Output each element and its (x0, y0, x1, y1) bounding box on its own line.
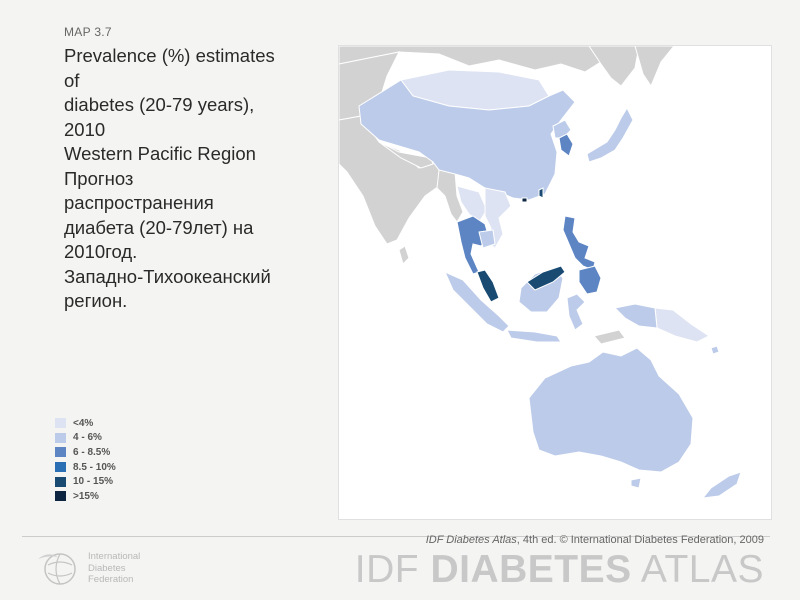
legend-item: 8.5 - 10% (55, 460, 116, 475)
south-asia-land (339, 115, 446, 245)
kamchatka-land (634, 46, 675, 88)
title-line: 2010 (64, 118, 106, 140)
credit-rest: , 4th ed. © International Diabetes Feder… (516, 534, 764, 546)
legend-label: >15% (73, 490, 99, 502)
legend-swatch (55, 432, 66, 443)
sulawesi-region (566, 293, 586, 331)
legend-label: 6 - 8.5% (73, 446, 111, 458)
pacific-islands-region (710, 345, 720, 355)
mindanao-region (578, 265, 602, 295)
new-zealand-region (701, 471, 742, 499)
legend-item: 4 - 6% (55, 431, 116, 446)
outside-region-land (339, 46, 675, 345)
idf-logo-text: International Diabetes Federation (88, 551, 140, 586)
title-line: распространения (64, 192, 214, 213)
map-number: MAP 3.7 (64, 25, 112, 39)
russia-far-east-land (588, 46, 640, 87)
timor-land (593, 329, 626, 345)
title-line: диабета (20-79лет) на (64, 216, 254, 238)
brand-bold: DIABETES (430, 548, 632, 591)
legend-item: 6 - 8.5% (55, 445, 116, 460)
footer-divider (22, 536, 770, 537)
title-line: Прогноз (64, 167, 134, 189)
title-line: Prevalence (%) estimates (64, 45, 275, 66)
taiwan-region (538, 187, 544, 199)
legend-label: 8.5 - 10% (73, 461, 116, 473)
title-line: 2010год. (64, 241, 138, 262)
australia-region (528, 347, 694, 473)
idf-globe-icon (38, 553, 76, 585)
tasmania-region (630, 477, 642, 489)
region-map (338, 45, 772, 520)
map-title: Prevalence (%) estimates of diabetes (20… (64, 44, 324, 314)
title-line: diabetes (20-79 years), (64, 94, 255, 115)
nepal-bhutan-land (378, 141, 434, 169)
logo-line: Diabetes (88, 562, 126, 574)
map-legend: <4% 4 - 6% 6 - 8.5% 8.5 - 10% 10 - 15% >… (55, 416, 116, 504)
legend-swatch (55, 418, 66, 429)
thailand-region (456, 215, 490, 275)
credit-title: IDF Diabetes Atlas (425, 534, 517, 546)
copyright-credit: IDF Diabetes Atlas, 4th ed. © Internatio… (426, 534, 764, 546)
sri-lanka-land (398, 245, 410, 265)
legend-label: <4% (73, 417, 94, 429)
legend-item: 10 - 15% (55, 474, 116, 489)
peninsular-malaysia-region (476, 269, 500, 303)
legend-label: 10 - 15% (73, 476, 114, 488)
idf-diabetes-atlas-brand: IDF DIABETES ATLAS (355, 548, 764, 592)
japan-region (586, 106, 634, 163)
papua-new-guinea-region (654, 307, 710, 343)
title-line: Западно-Тихоокеанский (64, 265, 271, 287)
china-region (358, 79, 576, 201)
idf-logo: International Diabetes Federation (36, 545, 140, 587)
south-korea-region (558, 133, 574, 157)
legend-swatch (55, 476, 66, 487)
legend-swatch (55, 462, 66, 473)
brand-light: IDF (354, 548, 431, 591)
legend-item: <4% (55, 416, 116, 431)
title-line: of (64, 69, 80, 91)
legend-swatch (55, 447, 66, 458)
sabah-sarawak-region (526, 265, 566, 291)
title-line: регион. (64, 290, 128, 311)
west-papua-region (613, 303, 658, 329)
legend-label: 4 - 6% (73, 432, 102, 444)
legend-swatch (55, 491, 66, 502)
hong-kong-region (521, 197, 528, 203)
philippines-region (562, 215, 596, 271)
legend-item: >15% (55, 489, 116, 504)
logo-line: International (88, 551, 141, 562)
title-line: Western Pacific Region (64, 143, 256, 164)
logo-line: Federation (88, 574, 134, 585)
java-region (506, 329, 562, 343)
brand-tail: ATLAS (631, 548, 764, 591)
sumatra-region (444, 271, 510, 333)
cambodia-region (478, 229, 496, 249)
